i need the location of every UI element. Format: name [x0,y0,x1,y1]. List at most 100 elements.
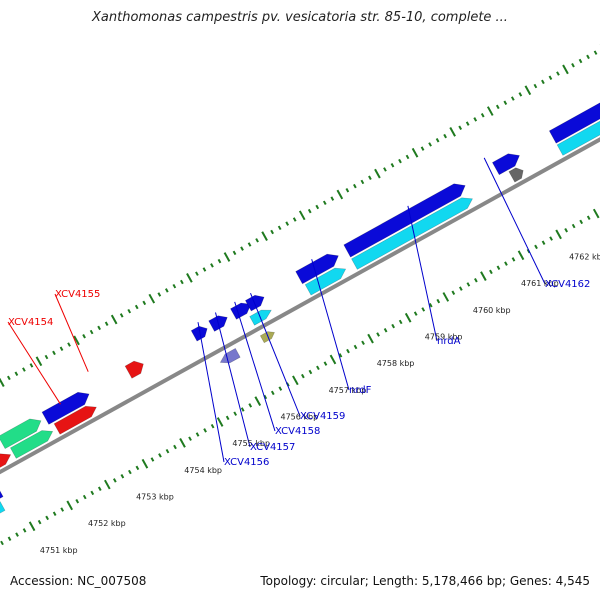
outer-tick [315,204,320,210]
scale-label: 4758 kbp [377,359,415,368]
feature-gray [508,167,524,183]
outer-tick [420,146,425,151]
outer-tick [202,267,207,272]
feature-blue-right [548,102,600,144]
outer-tick [336,189,344,200]
outer-tick [142,300,147,306]
inner-tick [534,244,538,250]
inner-tick [210,423,215,429]
outer-tick [97,325,101,331]
outer-tick [390,163,395,168]
outer-tick [322,200,327,206]
inner-tick [480,271,487,281]
outer-tick [486,106,494,116]
feature-green-b [9,430,54,459]
outer-tick [411,147,419,158]
scale-label: 4760 kbp [473,306,511,315]
leader-line [407,205,438,342]
scale-label: 4759 kbp [425,333,463,342]
inner-tick [517,250,525,261]
feature-violet [219,347,241,364]
outer-tick [110,314,118,325]
outer-tick [405,154,410,160]
scale-label: 4757 kbp [329,386,367,395]
inner-tick [66,500,74,511]
leader-line [483,157,546,285]
outer-tick [330,196,335,201]
outer-tick [428,142,432,147]
outer-tick [480,113,485,118]
inner-tick [263,394,268,400]
feature-cyan-nrdA [351,197,473,270]
outer-tick [345,188,350,193]
outer-tick [458,125,463,130]
outer-tick [353,183,357,189]
feature-xcv4158 [230,302,252,320]
inner-tick [173,444,177,450]
gene-label: XCV4158 [275,426,320,437]
inner-tick [0,540,4,546]
feature-track [0,102,600,514]
leader-line [234,301,276,432]
inner-tick [240,407,245,412]
outer-tick [127,308,132,314]
scale-label: 4754 kbp [184,466,222,475]
outer-tick [89,329,94,335]
inner-tick [248,403,253,408]
inner-tick [7,536,12,541]
inner-tick [225,415,230,421]
outer-tick [134,304,139,310]
outer-tick [578,58,583,64]
backbone-line [0,137,600,475]
inner-tick [301,373,305,379]
feature-olive [259,331,275,344]
outer-tick [383,167,387,172]
scale-label: 4753 kbp [136,492,174,501]
inner-tick [353,344,358,350]
inner-tick [451,290,456,295]
map-title: Xanthomonas campestris pv. vesicatoria s… [92,10,508,25]
outer-tick [449,127,456,137]
outer-tick [307,208,312,214]
inner-tick [428,303,433,308]
label-leaders [7,157,546,463]
inner-tick [367,333,374,344]
inner-tick [120,473,125,479]
outer-tick [240,246,244,251]
inner-tick [90,490,95,496]
inner-tick [329,354,337,365]
inner-tick [82,494,87,500]
outer-tick [52,350,56,356]
outer-tick [255,238,259,243]
outer-tick [285,221,290,226]
outer-tick [541,79,545,85]
inner-tick [150,457,155,462]
gene-label: XCV4155 [55,289,100,300]
inner-tick [436,298,441,304]
inner-tick [52,511,57,516]
outer-tick [261,231,268,242]
leader-line [54,293,89,372]
inner-tick [97,486,102,491]
feature-cyan-nrdF [304,267,347,296]
gene-label: nrdF [349,385,372,396]
outer-tick [593,50,598,55]
outer-tick-ring [0,44,600,387]
outer-tick [510,96,515,101]
scale-label: 4751 kbp [40,546,78,555]
feature-green-a [0,418,42,450]
inner-tick [376,332,380,337]
outer-tick [186,272,193,283]
inner-tick [179,438,186,448]
inner-tick [141,458,149,469]
feature-cyan-low [0,501,6,514]
outer-tick [292,217,297,222]
feature-red-b [0,453,12,468]
outer-tick [368,175,372,181]
feature-nrdF [295,253,339,285]
scale-label: 4752 kbp [88,519,126,528]
inner-tick [579,219,584,225]
outer-tick [35,356,43,367]
inner-tick [135,465,140,471]
accession-label: Accession: NC_007508 [10,574,147,588]
